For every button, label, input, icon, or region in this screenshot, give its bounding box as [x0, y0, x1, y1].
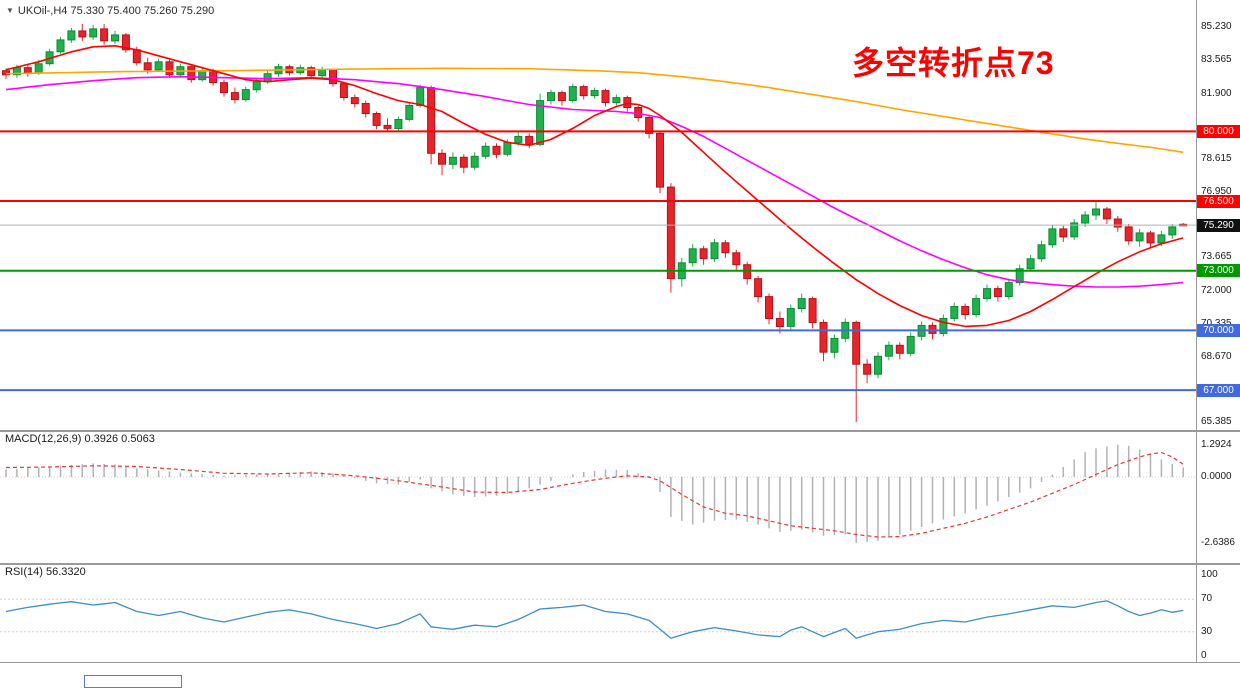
price-axis-separator	[1196, 0, 1197, 662]
price-axis-tick: 83.565	[1201, 54, 1232, 66]
collapse-arrow-icon[interactable]: ▼	[6, 6, 14, 15]
price-axis-tick: 85.230	[1201, 21, 1232, 33]
panel-separator-macd-rsi[interactable]	[0, 563, 1240, 565]
chart-annotation-text: 多空转折点73	[852, 45, 1055, 81]
fast-navigation-box[interactable]	[84, 675, 182, 688]
rsi-line	[5, 600, 1184, 639]
level-price-badge: 67.000	[1197, 383, 1240, 397]
price-axis-tick: 76.950	[1201, 186, 1232, 198]
macd-panel	[0, 444, 1196, 543]
ma-orange-line	[5, 67, 1184, 154]
macd-indicator-label: MACD(12,26,9) 0.3926 0.5063	[5, 433, 155, 445]
macd-signal-line	[5, 451, 1184, 538]
price-axis-tick: 78.615	[1201, 152, 1232, 164]
moving-averages	[5, 44, 1184, 328]
rsi-axis-label: 0	[1201, 650, 1207, 661]
price-axis-tick: 73.665	[1201, 251, 1232, 263]
current-price-badge: 75.290	[1197, 218, 1240, 232]
rsi-axis-label: 70	[1201, 593, 1213, 605]
time-axis[interactable]: 8 Nov 202110 Nov 01:0011 Nov 09:0012 Nov…	[0, 662, 1240, 688]
macd-axis-label: 1.2924	[1201, 438, 1232, 450]
time-axis-separator	[0, 662, 1240, 663]
level-price-badge: 76.500	[1197, 194, 1240, 208]
ma-red-line	[5, 44, 1184, 328]
symbol-ohlc-label: ▼ UKOil-,H4 75.330 75.400 75.260 75.290	[6, 5, 214, 17]
ma-magenta-line	[5, 75, 1184, 288]
price-axis-tick: 65.385	[1201, 416, 1232, 428]
price-axis-tick: 72.000	[1201, 284, 1232, 296]
rsi-panel	[0, 598, 1196, 639]
level-price-badge: 70.000	[1197, 323, 1240, 337]
level-price-badge: 80.000	[1197, 124, 1240, 138]
rsi-axis-label: 100	[1201, 569, 1218, 580]
candlestick-series	[2, 23, 1188, 422]
symbol-ohlc-text: UKOil-,H4 75.330 75.400 75.260 75.290	[17, 5, 215, 17]
macd-histogram	[5, 444, 1184, 543]
price-axis-tick: 81.900	[1201, 87, 1232, 99]
price-axis-tick: 70.335	[1201, 318, 1232, 330]
horizontal-levels[interactable]	[0, 130, 1196, 392]
panel-separator-main-macd[interactable]	[0, 430, 1240, 432]
rsi-axis-label: 30	[1201, 625, 1213, 637]
rsi-indicator-label: RSI(14) 56.3320	[5, 566, 86, 578]
macd-axis-label: -2.6386	[1201, 536, 1235, 548]
price-axis-tick: 68.670	[1201, 350, 1232, 362]
macd-axis-label: 0.0000	[1201, 471, 1232, 482]
level-price-badge: 73.000	[1197, 264, 1240, 278]
